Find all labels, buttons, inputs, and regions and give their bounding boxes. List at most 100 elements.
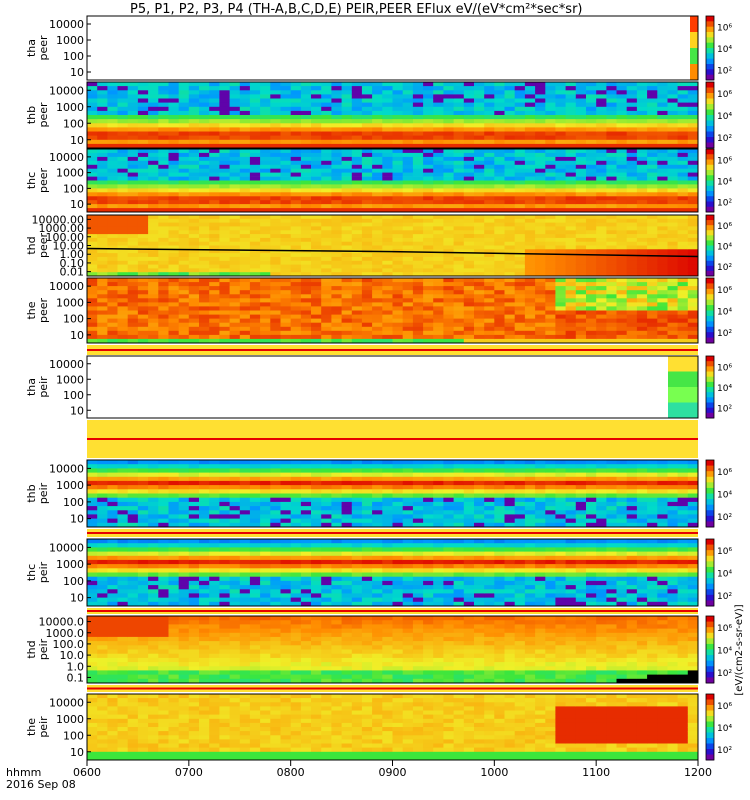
panel-3-spectrum-cell bbox=[586, 208, 597, 213]
panel-4-spectrum-cell bbox=[687, 245, 699, 250]
panel-5-spectrum-cell bbox=[412, 294, 424, 299]
panel-4-spectrum-cell bbox=[677, 260, 689, 265]
panel-2-spectrum-cell bbox=[137, 143, 149, 149]
panel-5-spectrum-cell bbox=[626, 298, 638, 303]
panel-5-spectrum-cell bbox=[137, 286, 149, 291]
panel-5-spectrum-cell bbox=[524, 310, 536, 315]
panel-5-spectrum-cell bbox=[392, 338, 404, 344]
panel-7-spectrum-cell bbox=[514, 497, 526, 503]
panel-4-spectrum-cell bbox=[677, 272, 689, 277]
panel-7-spectrum-cell bbox=[626, 464, 638, 469]
panel-7-spectrum-cell bbox=[260, 476, 271, 482]
panel-5-spectrum-cell bbox=[199, 310, 210, 315]
panel-5-spectrum-cell bbox=[565, 282, 577, 287]
panel-5-spectrum-cell bbox=[453, 310, 465, 315]
panel-4-spectrum-cell bbox=[565, 272, 577, 277]
panel-2-spectrum-cell bbox=[178, 143, 190, 149]
panel-5-spectrum-cell bbox=[199, 318, 210, 324]
panel-3-spectrum-cell bbox=[219, 204, 230, 209]
panel-7-spectrum-cell bbox=[596, 518, 607, 524]
panel-7-spectrum-cell bbox=[453, 480, 465, 486]
panel-7-spectrum-cell bbox=[535, 464, 546, 469]
panel-4-spectrum-cell bbox=[300, 260, 312, 265]
panel-4-spectrum-cell bbox=[504, 264, 516, 269]
panel-7-spectrum-cell bbox=[331, 472, 342, 478]
panel-5-spectrum-cell bbox=[87, 298, 98, 303]
panel-5-spectrum-cell bbox=[137, 298, 149, 303]
panel-5-spectrum-cell bbox=[657, 286, 668, 291]
panel-4-spectrum-cell bbox=[127, 230, 139, 235]
panel-4-spectrum-cell bbox=[290, 253, 302, 258]
panel-3-spectrum-cell bbox=[249, 188, 261, 193]
panel-3-spectrum-cell bbox=[606, 196, 617, 201]
panel-5-spectrum-cell bbox=[443, 338, 454, 344]
panel-4-spectrum-cell bbox=[209, 234, 220, 239]
panel-4-spectrum-cell bbox=[209, 230, 220, 235]
panel-3-spectrum-cell bbox=[392, 184, 404, 189]
panel-7-spectrum-cell bbox=[504, 518, 516, 524]
panel-5-spectrum-cell bbox=[596, 334, 607, 340]
panel-4-spectrum-cell bbox=[361, 256, 373, 262]
panel-3-spectrum-cell bbox=[270, 149, 281, 154]
panel-5-spectrum-cell bbox=[687, 290, 699, 295]
panel-2-spectrum-cell bbox=[463, 82, 475, 87]
panel-7-spectrum-cell bbox=[412, 518, 424, 524]
panel-2-spectrum-cell bbox=[341, 127, 353, 132]
panel-2-spectrum-cell bbox=[168, 123, 180, 128]
panel-7-spectrum-cell bbox=[484, 464, 495, 469]
panel-5-spectrum-cell bbox=[484, 306, 495, 311]
panel-2-spectrum-cell bbox=[178, 131, 190, 136]
panel-7-spectrum-cell bbox=[596, 476, 607, 482]
panel-3-spectrum-cell bbox=[87, 188, 98, 193]
panel-5-spectrum-cell bbox=[260, 334, 271, 340]
panel-7-spectrum-cell bbox=[372, 485, 383, 490]
panel-3-spectrum-cell bbox=[199, 200, 210, 205]
panel-7-spectrum-cell bbox=[260, 497, 271, 503]
panel-2-spectrum-cell bbox=[280, 94, 292, 99]
panel-3-spectrum-cell bbox=[199, 149, 210, 154]
panel-3-spectrum-cell bbox=[178, 192, 190, 197]
panel-5-spectrum-cell bbox=[290, 306, 302, 311]
panel-5-spectrum-cell bbox=[361, 282, 373, 287]
panel-7-spectrum-cell bbox=[148, 493, 159, 499]
panel-4-spectrum-cell bbox=[616, 234, 628, 239]
panel-7-spectrum-cell bbox=[626, 476, 638, 482]
panel-4-spectrum-cell bbox=[137, 241, 149, 246]
panel-3-spectrum-cell bbox=[199, 188, 210, 193]
panel-6-colorbar-cell bbox=[706, 397, 714, 403]
panel-5-spectrum-cell bbox=[249, 310, 261, 315]
panel-3-spectrum-cell bbox=[372, 188, 383, 193]
panel-5-spectrum-cell bbox=[107, 318, 118, 324]
panel-2-ylabel-probe: thb bbox=[25, 106, 38, 124]
panel-4-spectrum-cell bbox=[402, 215, 414, 220]
panel-5-spectrum-cell bbox=[433, 294, 444, 299]
panel-4-spectrum-cell bbox=[484, 215, 495, 220]
panel-2-spectrum-cell bbox=[504, 131, 516, 136]
panel-7-spectrum-cell bbox=[321, 476, 332, 482]
panel-5-spectrum-cell bbox=[280, 290, 292, 295]
panel-7-spectrum-cell bbox=[341, 522, 353, 528]
panel-5-spectrum-cell bbox=[443, 330, 454, 336]
panel-7-spectrum-cell bbox=[87, 493, 98, 499]
panel-4-spectrum-cell bbox=[168, 272, 180, 277]
panel-3-spectrum-cell bbox=[433, 160, 444, 166]
panel-4-spectrum-cell bbox=[178, 222, 190, 227]
panel-5-spectrum-cell bbox=[565, 286, 577, 291]
panel-3-spectrum-cell bbox=[494, 164, 505, 170]
panel-2-spectrum-cell bbox=[463, 106, 475, 112]
panel-4-spectrum-cell bbox=[148, 245, 159, 250]
panel-5-spectrum-cell bbox=[87, 322, 98, 328]
panel-4-spectrum-cell bbox=[249, 245, 261, 250]
panel-3-spectrum-cell bbox=[535, 188, 546, 193]
panel-4-spectrum-cell bbox=[433, 226, 444, 231]
panel-3-spectrum-cell bbox=[392, 156, 404, 162]
panel-2-spectrum-cell bbox=[667, 135, 679, 141]
panel-3-spectrum-cell bbox=[535, 208, 546, 213]
panel-2-spectrum-cell bbox=[423, 127, 434, 132]
panel-7-spectrum-cell bbox=[423, 485, 434, 490]
panel-5-spectrum-cell bbox=[300, 334, 312, 340]
panel-3-spectrum-cell bbox=[372, 204, 383, 209]
panel-3-spectrum-cell bbox=[341, 156, 353, 162]
panel-4-spectrum-cell bbox=[87, 249, 98, 254]
panel-4-spectrum-cell bbox=[270, 237, 281, 243]
